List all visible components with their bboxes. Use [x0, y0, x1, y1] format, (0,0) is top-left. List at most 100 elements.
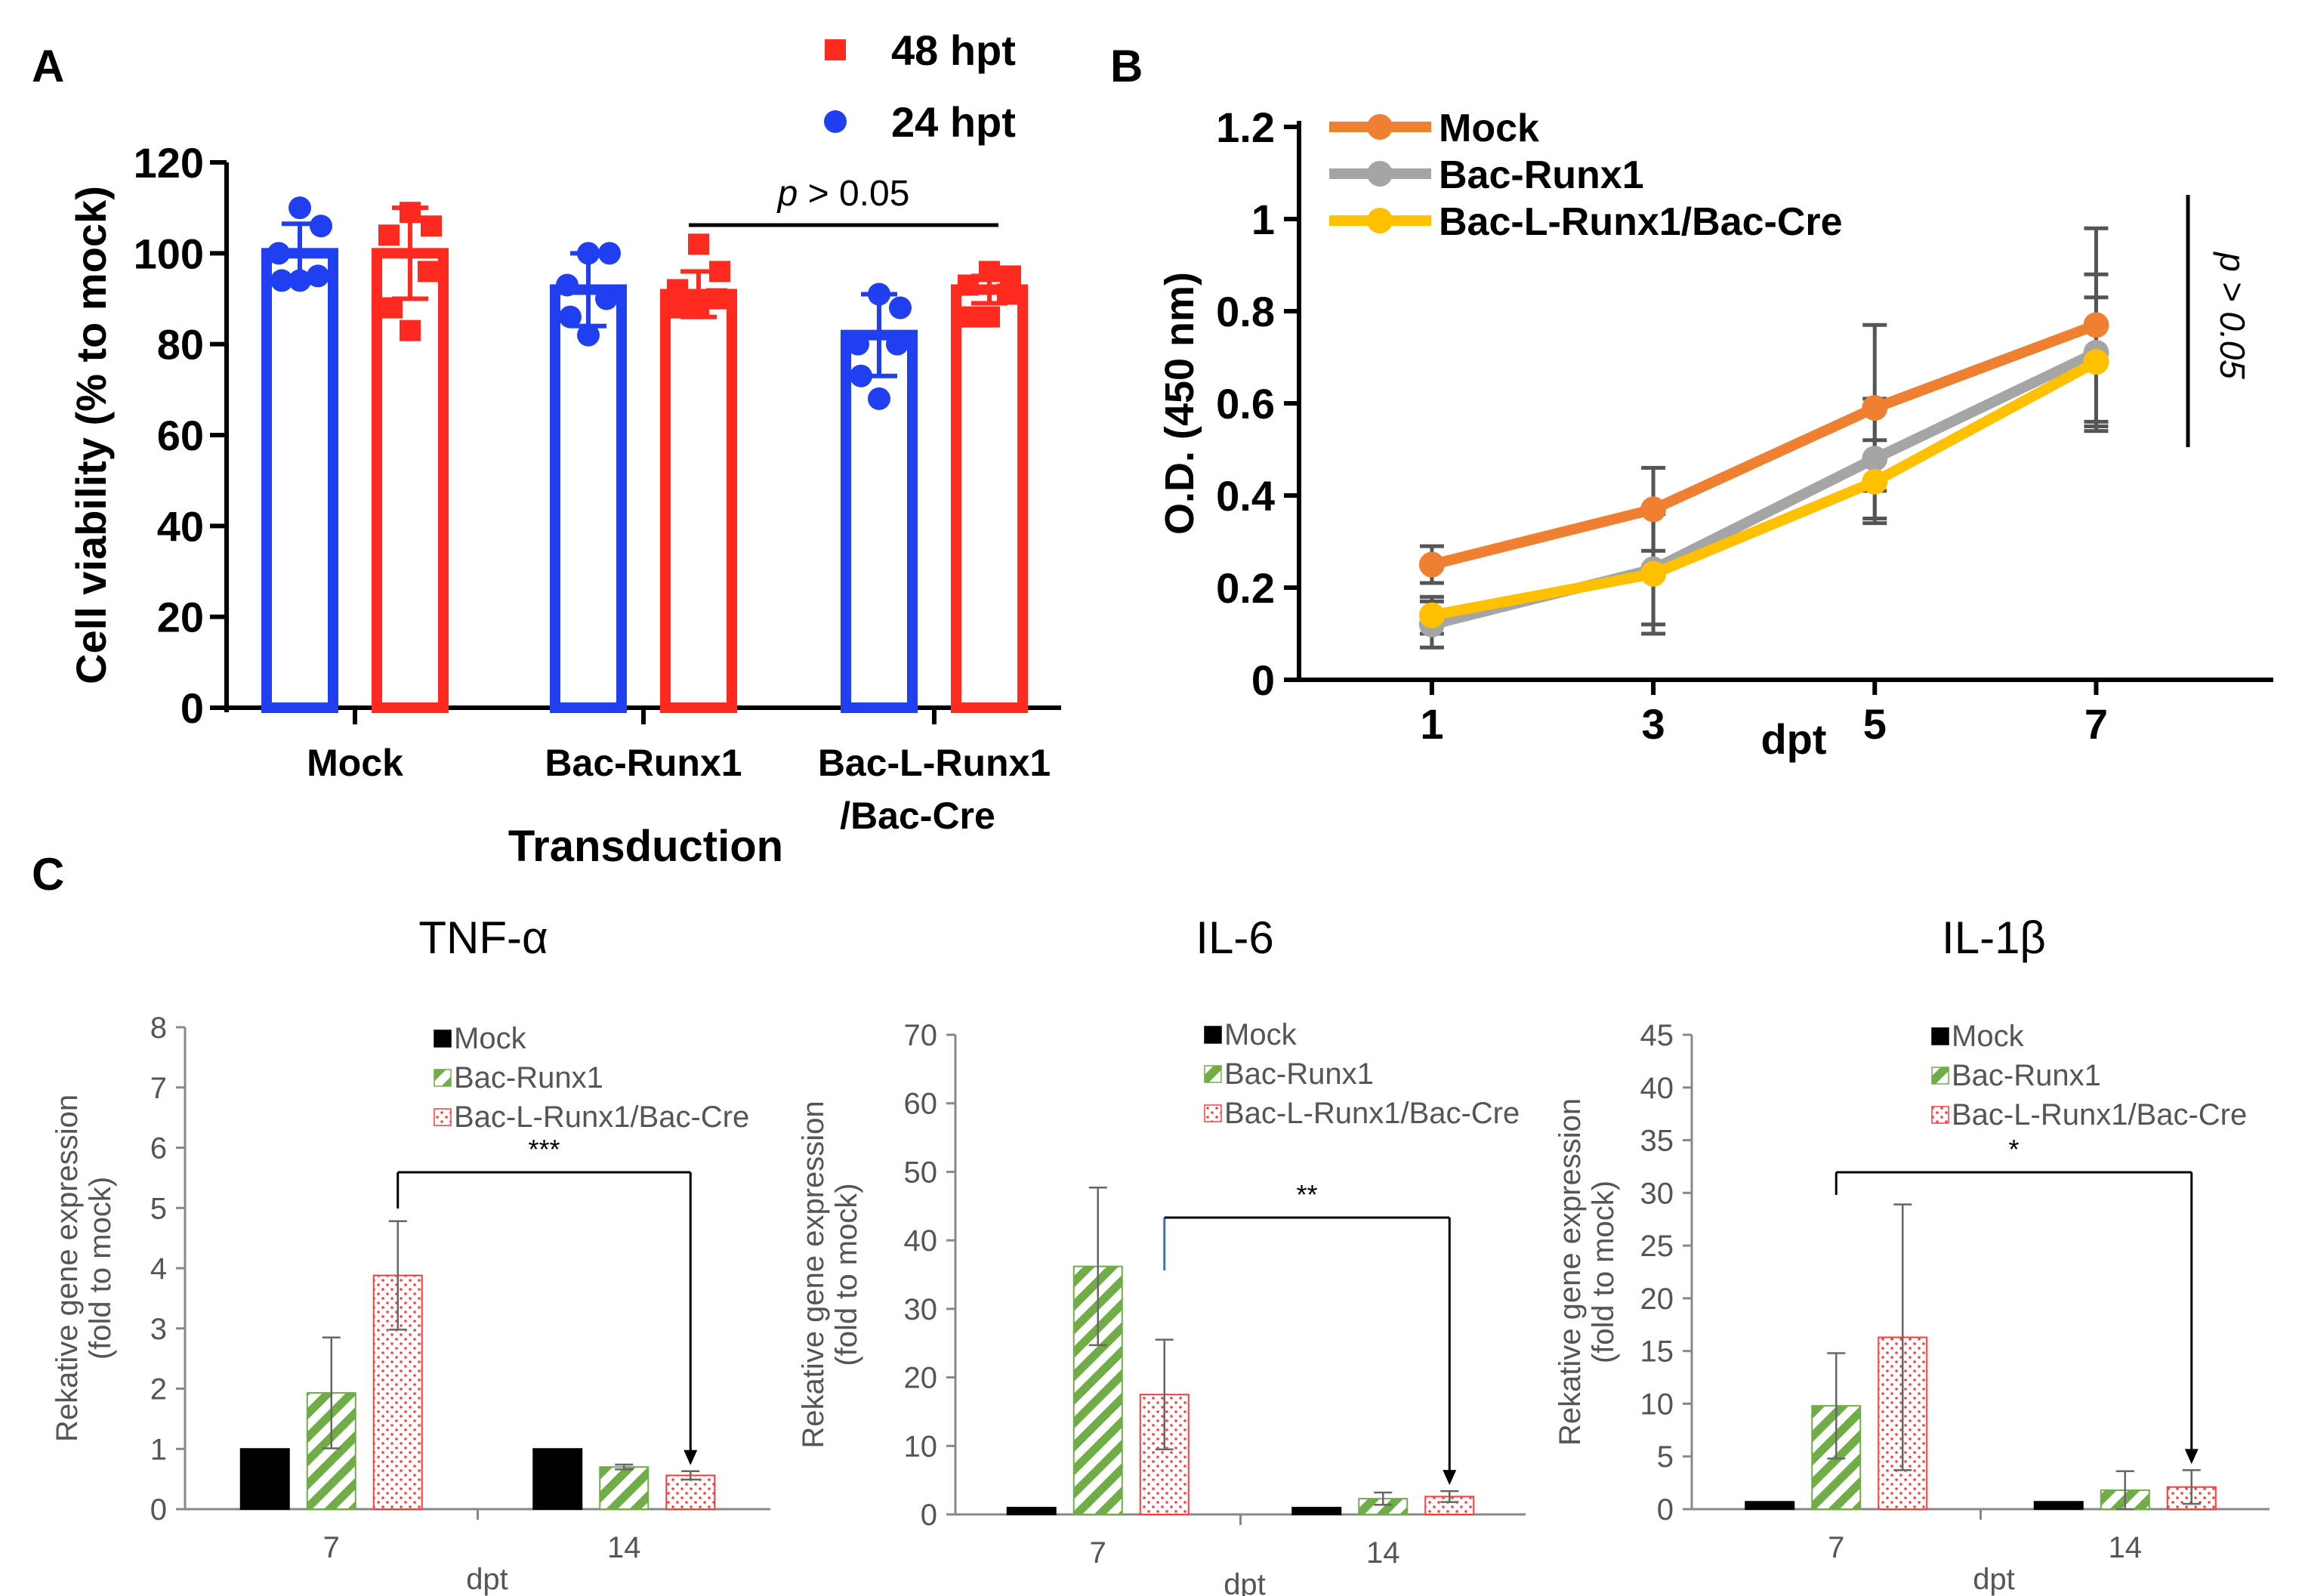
y-tick-label: 6 — [150, 1132, 167, 1165]
x-tick-label: 7 — [323, 1531, 340, 1564]
y-tick-label: 0.2 — [1216, 564, 1275, 612]
y-tick-label: 0 — [150, 1493, 167, 1527]
bar-48-hpt — [951, 284, 1028, 713]
data-point — [868, 387, 890, 410]
y-tick-label: 45 — [1640, 1019, 1674, 1052]
bar-Bac-Runx1 — [599, 1466, 650, 1511]
data-point — [1418, 551, 1445, 578]
data-point — [1000, 265, 1021, 287]
y-tick-label: 35 — [1640, 1125, 1674, 1158]
legend-swatch — [1931, 1106, 1949, 1124]
legend-label: Bac-L-Runx1/Bac-Cre — [1224, 1097, 1520, 1130]
data-point — [289, 269, 311, 292]
data-point — [400, 202, 421, 224]
data-point — [886, 332, 909, 356]
data-point — [577, 323, 600, 347]
data-point — [670, 297, 691, 319]
bar-Mock — [1291, 1506, 1342, 1516]
y-tick-label: 100 — [134, 230, 204, 277]
x-tick-label: Bac-L-Runx1/Bac-Cre — [818, 742, 1051, 837]
significance-arrow — [2184, 1449, 2199, 1465]
y-tick-label: 2 — [150, 1373, 167, 1406]
y-tick-label: 20 — [157, 594, 204, 641]
data-point — [400, 320, 421, 341]
y-tick-label: 4 — [150, 1252, 167, 1286]
legend-marker — [824, 110, 847, 133]
legend-label: Bac-Runx1 — [1952, 1059, 2101, 1092]
y-tick-label: 0.4 — [1216, 472, 1275, 520]
x-axis-title: dpt — [466, 1563, 508, 1596]
y-tick-label: 1 — [1251, 196, 1275, 243]
y-axis-title-line: (fold to mock) — [830, 1183, 863, 1366]
data-point — [1862, 468, 1888, 495]
data-point — [958, 274, 979, 296]
y-axis-title-line: (fold to mock) — [1587, 1181, 1620, 1363]
y-axis-title-line: Rekative gene expression — [1554, 1098, 1587, 1446]
legend-swatch — [434, 1108, 452, 1126]
data-point — [595, 287, 618, 310]
legend-swatch — [434, 1030, 452, 1048]
x-tick-label: 5 — [1863, 700, 1887, 748]
legend-marker — [1367, 161, 1393, 187]
chart-title: TNF-α — [418, 912, 548, 963]
y-tick-label: 15 — [1640, 1335, 1674, 1369]
bar-Mock — [532, 1448, 583, 1510]
data-point — [997, 283, 1018, 305]
legend-label: Bac-Runx1 — [1224, 1057, 1374, 1091]
x-tick-label: 7 — [1090, 1536, 1106, 1570]
significance-arrow — [684, 1449, 698, 1465]
data-point — [706, 288, 727, 310]
y-tick-label: 30 — [904, 1293, 938, 1326]
x-tick-label: 7 — [1828, 1531, 1844, 1564]
legend-swatch — [1931, 1027, 1949, 1045]
y-tick-label: 0.8 — [1216, 288, 1275, 335]
x-tick-label: 1 — [1420, 700, 1443, 748]
y-tick-label: 40 — [1640, 1072, 1674, 1105]
bar-24-hpt — [841, 329, 918, 713]
legend-label: Bac-Runx1 — [1439, 153, 1644, 197]
y-tick-label: 60 — [157, 412, 204, 459]
y-tick-label: 5 — [150, 1192, 167, 1225]
x-axis-title: dpt — [1973, 1563, 2015, 1596]
y-axis-title: Cell viability (% to mock) — [67, 186, 115, 684]
legend-marker — [1367, 114, 1393, 140]
y-axis-title: O.D. (450 nm) — [1157, 272, 1202, 535]
x-tick-label-line: Bac-L-Runx1 — [818, 742, 1051, 784]
bar-Mock — [1006, 1506, 1057, 1516]
legend-marker — [1367, 208, 1393, 233]
x-tick-label: 14 — [607, 1531, 641, 1564]
panel-label-a: A — [32, 41, 64, 91]
data-point — [2083, 312, 2109, 338]
legend-label: Bac-Runx1 — [454, 1061, 603, 1094]
data-point — [667, 279, 688, 301]
legend-swatch — [1204, 1065, 1222, 1083]
data-point — [961, 306, 982, 328]
y-tick-label: 120 — [134, 139, 204, 187]
data-point — [847, 332, 869, 356]
y-tick-label: 20 — [904, 1362, 938, 1395]
data-point — [688, 233, 709, 255]
data-point — [421, 215, 442, 237]
y-tick-label: 70 — [904, 1019, 938, 1052]
data-point — [979, 261, 1000, 282]
series-line-Bac-Runx1 — [1430, 347, 2099, 630]
x-tick-label: Bac-Runx1 — [545, 742, 742, 784]
legend-label: Mock — [1224, 1018, 1298, 1051]
y-axis-title: Rekative gene expression(fold to mock) — [797, 1101, 863, 1448]
y-tick-label: 0 — [921, 1499, 937, 1532]
bar-24-hpt — [550, 284, 627, 713]
y-tick-label: 40 — [157, 502, 204, 550]
legend-swatch — [1931, 1067, 1949, 1085]
series-line-Mock — [1430, 320, 2098, 570]
x-tick-label: Mock — [307, 742, 403, 784]
x-tick-label: 3 — [1642, 700, 1665, 748]
y-tick-label: 1 — [150, 1433, 167, 1466]
y-tick-label: 0 — [1657, 1493, 1674, 1527]
data-point — [307, 264, 329, 288]
data-point — [979, 306, 1000, 328]
data-point — [418, 261, 439, 282]
bar-Mock — [239, 1448, 290, 1510]
data-point — [1640, 560, 1667, 587]
y-tick-label: 10 — [904, 1430, 938, 1463]
